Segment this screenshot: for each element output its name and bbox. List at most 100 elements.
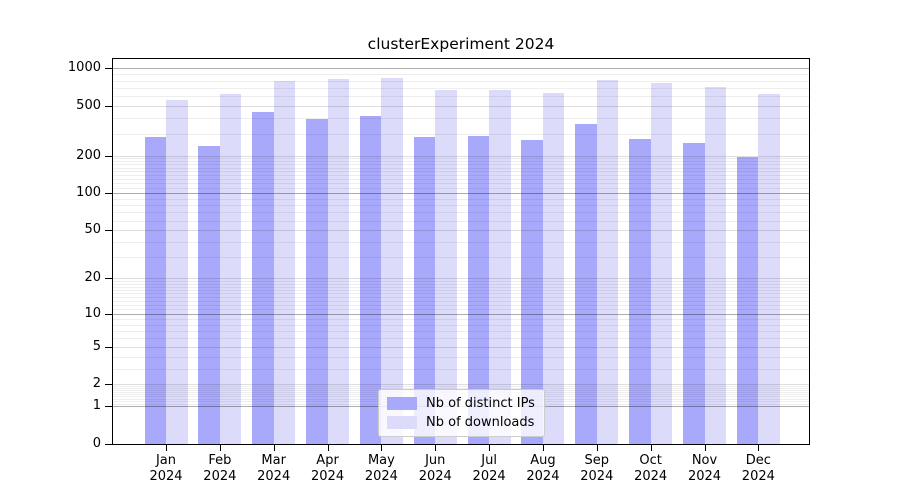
bar-distinct-ips xyxy=(521,140,543,444)
major-gridline xyxy=(113,278,809,280)
minor-gridline xyxy=(113,242,809,244)
minor-gridline xyxy=(113,286,809,288)
y-tick-mark xyxy=(105,406,112,408)
bar-distinct-ips xyxy=(467,135,490,444)
x-tick-mark xyxy=(435,445,437,451)
minor-gridline xyxy=(113,118,809,120)
bar-distinct-ips xyxy=(252,112,274,444)
minor-gridline xyxy=(113,300,809,302)
y-tick-mark xyxy=(105,278,112,280)
y-tick-mark xyxy=(105,444,112,445)
y-tick-label: 10 xyxy=(84,305,101,321)
minor-gridline xyxy=(113,289,809,291)
major-gridline xyxy=(113,346,809,348)
minor-gridline xyxy=(113,158,809,160)
minor-gridline xyxy=(113,283,809,285)
x-tick-label: Aug 2024 xyxy=(526,453,560,484)
x-tick-label: May 2024 xyxy=(364,453,398,484)
bar-downloads xyxy=(650,83,673,444)
minor-gridline xyxy=(113,388,809,390)
bar-downloads xyxy=(166,99,188,444)
x-tick-mark xyxy=(381,445,383,451)
bar-distinct-ips xyxy=(629,139,651,444)
bar-downloads xyxy=(489,90,511,444)
x-tick-mark xyxy=(704,445,706,451)
bar-distinct-ips xyxy=(683,142,705,444)
bar-downloads xyxy=(435,90,457,444)
minor-gridline xyxy=(113,198,809,200)
legend-item-distinct-ips: Nb of distinct IPs xyxy=(387,396,536,411)
y-tick-label: 1 xyxy=(92,398,101,414)
x-tick-label: Sep 2024 xyxy=(580,453,614,484)
x-tick-label: Feb 2024 xyxy=(203,453,237,484)
bar-downloads xyxy=(704,86,726,444)
minor-gridline xyxy=(113,324,809,326)
minor-gridline xyxy=(113,281,809,283)
bar-downloads xyxy=(273,80,296,444)
minor-gridline xyxy=(113,171,809,173)
legend-item-downloads: Nb of downloads xyxy=(387,415,536,430)
bar-distinct-ips xyxy=(359,116,382,444)
bar-distinct-ips xyxy=(736,157,759,444)
x-tick-label: Jul 2024 xyxy=(472,453,506,484)
minor-gridline xyxy=(113,212,809,214)
minor-gridline xyxy=(113,161,809,163)
major-gridline xyxy=(113,384,809,386)
x-tick-label: Mar 2024 xyxy=(257,453,291,484)
bar-downloads xyxy=(596,80,619,444)
legend-label-distinct-ips: Nb of distinct IPs xyxy=(426,396,535,411)
bar-downloads xyxy=(758,93,780,444)
minor-gridline xyxy=(113,293,809,295)
bar-downloads xyxy=(327,79,350,444)
minor-gridline xyxy=(113,183,809,185)
x-tick-mark xyxy=(219,445,221,451)
y-tick-label: 100 xyxy=(76,185,101,201)
minor-gridline xyxy=(113,220,809,222)
major-gridline xyxy=(113,313,809,315)
minor-gridline xyxy=(113,164,809,166)
y-tick-mark xyxy=(105,313,112,315)
minor-gridline xyxy=(113,386,809,388)
x-tick-label: Apr 2024 xyxy=(311,453,345,484)
y-tick-mark xyxy=(105,230,112,232)
y-tick-label: 5 xyxy=(92,338,101,354)
y-tick-mark xyxy=(105,68,112,70)
x-tick-label: Nov 2024 xyxy=(687,453,722,484)
legend-swatch-distinct-ips xyxy=(387,397,417,410)
bars-layer xyxy=(113,59,809,444)
x-tick-label: Oct 2024 xyxy=(634,453,668,484)
y-tick-mark xyxy=(105,155,112,157)
x-tick-label: Jan 2024 xyxy=(149,453,183,484)
y-tick-mark xyxy=(105,106,112,108)
bar-downloads xyxy=(219,94,242,444)
legend: Nb of distinct IPs Nb of downloads xyxy=(378,389,545,437)
y-tick-label: 1000 xyxy=(67,60,101,76)
x-tick-mark xyxy=(650,445,652,451)
x-tick-label: Dec 2024 xyxy=(741,453,775,484)
minor-gridline xyxy=(113,338,809,340)
plot-area xyxy=(112,58,810,445)
major-gridline xyxy=(113,230,809,232)
major-gridline xyxy=(113,68,809,70)
minor-gridline xyxy=(113,96,809,98)
bar-distinct-ips xyxy=(144,136,166,444)
y-tick-label: 2 xyxy=(92,376,101,392)
minor-gridline xyxy=(113,356,809,358)
minor-gridline xyxy=(113,205,809,207)
bar-downloads xyxy=(381,77,403,444)
bar-downloads xyxy=(542,93,565,444)
x-tick-mark xyxy=(327,445,329,451)
minor-gridline xyxy=(113,167,809,169)
x-tick-mark xyxy=(758,445,760,451)
bar-distinct-ips xyxy=(306,119,328,444)
minor-gridline xyxy=(113,330,809,332)
major-gridline xyxy=(113,193,809,195)
bar-distinct-ips xyxy=(413,137,436,444)
chart-title: clusterExperiment 2024 xyxy=(367,35,555,53)
minor-gridline xyxy=(113,304,809,306)
x-tick-mark xyxy=(542,445,544,451)
minor-gridline xyxy=(113,257,809,259)
minor-gridline xyxy=(113,74,809,76)
x-tick-mark xyxy=(596,445,598,451)
